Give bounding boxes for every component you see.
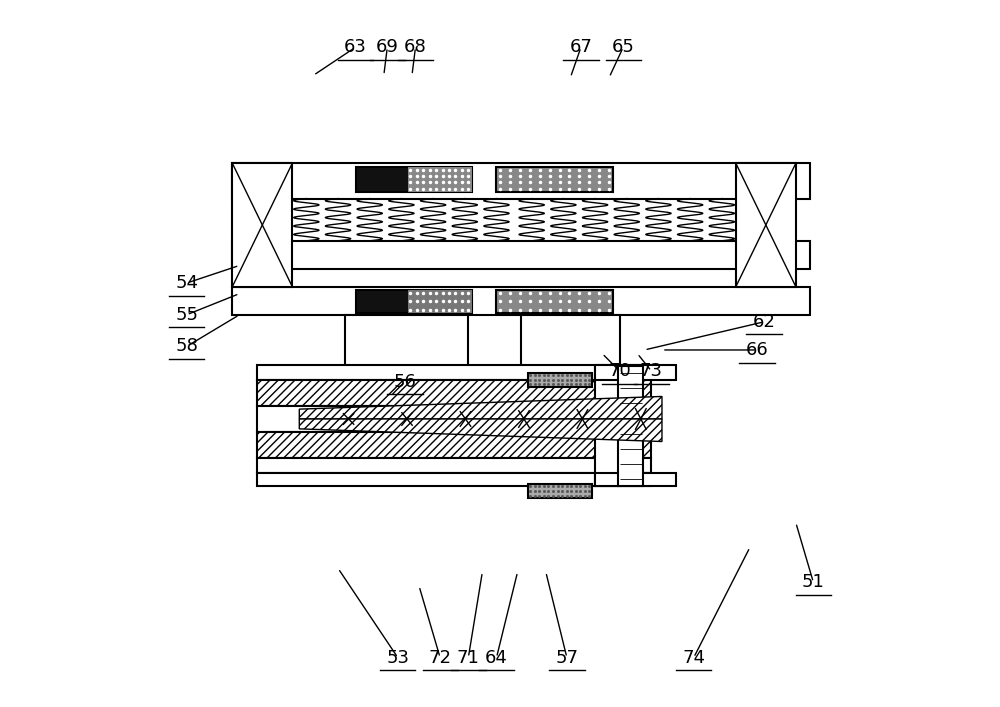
Text: 73: 73 [640,362,663,380]
Bar [618,366,643,486]
Bar [232,163,810,199]
Text: 62: 62 [753,312,776,331]
Text: 68: 68 [404,38,427,56]
Bar [528,484,592,498]
Text: 56: 56 [393,373,416,391]
Text: 58: 58 [175,337,198,356]
Text: 71: 71 [457,649,480,667]
Polygon shape [299,419,662,442]
Bar [232,163,292,286]
Bar [356,167,472,192]
Text: 74: 74 [682,649,705,667]
Bar [595,365,676,380]
Bar [408,290,472,312]
Text: 65: 65 [612,38,635,56]
Bar [496,167,613,192]
Bar [257,406,651,433]
Bar [345,315,468,442]
Text: 55: 55 [175,305,198,324]
Bar [257,457,651,473]
Text: 70: 70 [608,362,631,380]
Bar [595,366,620,486]
Text: 57: 57 [555,649,578,667]
Bar [257,380,651,406]
Bar [232,286,810,315]
Polygon shape [299,397,662,419]
Text: 69: 69 [376,38,399,56]
Text: 51: 51 [802,573,825,591]
Bar [408,167,472,192]
Text: 67: 67 [570,38,592,56]
Text: 54: 54 [175,274,198,292]
Bar [257,365,651,380]
Bar [257,433,651,457]
Text: 72: 72 [429,649,452,667]
Bar [356,290,472,312]
Text: 66: 66 [746,341,768,359]
Bar [257,473,651,486]
Bar [303,442,511,457]
Bar [736,163,796,286]
Text: 63: 63 [344,38,367,56]
Bar [521,315,620,442]
Bar [232,241,810,269]
Bar [496,290,613,312]
Bar [528,373,592,387]
Bar [595,473,676,486]
Text: 64: 64 [485,649,508,667]
Text: 53: 53 [386,649,409,667]
